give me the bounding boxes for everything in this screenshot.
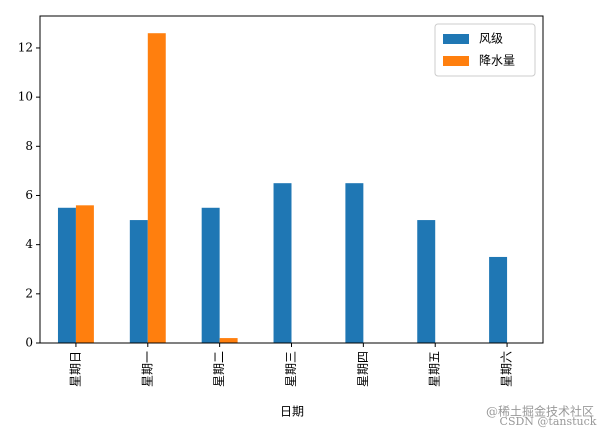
legend-label: 风级 bbox=[479, 32, 503, 46]
watermark: @稀土掘金技术社区 bbox=[486, 404, 594, 419]
bar bbox=[219, 338, 238, 343]
x-axis-label: 日期 bbox=[280, 405, 304, 419]
x-tick-label: 星期五 bbox=[428, 351, 442, 387]
x-tick-label: 星期六 bbox=[500, 351, 514, 387]
x-tick-label: 星期一 bbox=[140, 351, 154, 387]
y-tick-label: 12 bbox=[18, 40, 33, 54]
y-tick-label: 8 bbox=[25, 139, 33, 153]
watermark: CSDN @tanstuck bbox=[500, 415, 597, 428]
y-tick-label: 4 bbox=[25, 237, 33, 251]
x-tick-label: 星期三 bbox=[284, 351, 298, 387]
bar bbox=[147, 33, 166, 344]
bar bbox=[57, 207, 76, 343]
x-tick-label: 星期四 bbox=[356, 351, 370, 387]
bar bbox=[129, 220, 148, 343]
plot-frame bbox=[39, 15, 544, 344]
legend-label: 降水量 bbox=[479, 54, 515, 68]
y-tick-label: 10 bbox=[18, 90, 33, 104]
y-tick-label: 2 bbox=[25, 286, 33, 300]
bar bbox=[489, 256, 508, 343]
y-tick-label: 0 bbox=[25, 336, 33, 350]
y-tick-label: 6 bbox=[25, 188, 33, 202]
x-tick-label: 星期二 bbox=[212, 351, 226, 387]
bar bbox=[417, 220, 436, 343]
bar bbox=[345, 183, 364, 343]
legend-swatch bbox=[443, 34, 469, 44]
bar bbox=[201, 207, 220, 343]
legend-swatch bbox=[443, 56, 469, 66]
bar bbox=[273, 183, 292, 343]
x-tick-label: 星期日 bbox=[68, 351, 82, 387]
bar bbox=[75, 205, 94, 343]
